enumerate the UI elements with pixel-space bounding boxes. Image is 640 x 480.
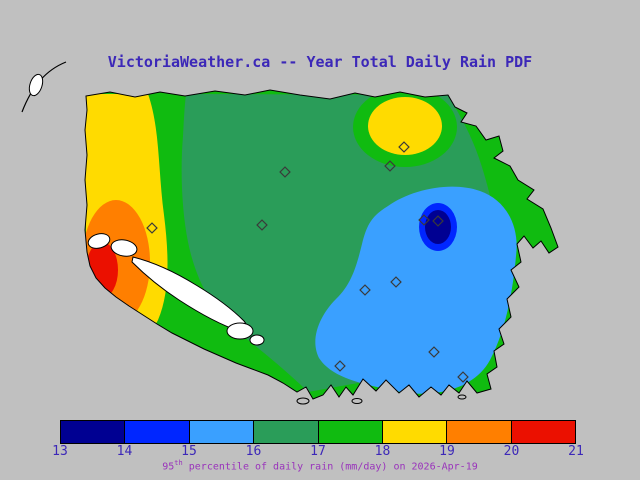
colorbar-segment-15-16 [189,421,255,443]
lake-2 [249,334,265,346]
station-marker [457,371,469,383]
contour-region-13-14-east [425,210,451,244]
caption-rest: percentile of daily rain (mm/day) on 202… [182,461,478,473]
inlet-west-1 [87,233,111,249]
colorbar-tick-16: 16 [245,444,262,459]
station-marker [432,215,444,227]
colorbar-tick-18: 18 [374,444,391,459]
inlet-west-2 [110,239,138,257]
station-marker [398,141,410,153]
caption: 95th percentile of daily rain (mm/day) o… [0,459,640,472]
station-marker [334,360,346,372]
map-title: VictoriaWeather.ca -- Year Total Daily R… [107,53,533,71]
colorbar-segment-16-17 [254,421,319,443]
station-marker [359,284,371,296]
station-markers [146,141,469,383]
colorbar-tick-13: 13 [52,444,68,459]
island-south-3 [457,394,467,400]
colorbar-tick-17: 17 [310,444,326,459]
colorbar-tick-21: 21 [568,444,584,459]
station-marker [146,222,158,234]
lake-1 [226,322,254,340]
colorbar-tick-20: 20 [503,444,520,459]
colorbar-segment-18-19 [382,421,448,443]
island-south-2 [351,398,363,404]
contour-region-18-19-north [368,97,442,155]
colorbar-tick-15: 15 [181,444,197,459]
contour-region-15-16 [315,186,517,394]
colorbar-ticks: 13 14 15 16 17 18 19 20 21 [52,444,584,459]
colorbar-tick-19: 19 [439,444,455,459]
colorbar-segment-13-14 [61,421,126,443]
station-marker [384,160,396,172]
station-marker [279,166,291,178]
station-marker [428,346,440,358]
colorbar-segment-14-15 [125,421,190,443]
colorbar [60,420,576,444]
colorbar-segment-19-20 [447,421,512,443]
coastline [84,89,559,400]
station-marker [418,214,430,226]
station-marker [256,219,268,231]
colorbar-tick-14: 14 [116,444,133,459]
caption-sup: th [174,459,183,467]
northwest-lake [28,73,44,97]
caption-value: 95 [162,461,175,473]
station-marker [390,276,402,288]
colorbar-segment-17-18 [318,421,383,443]
island-south-1 [296,397,310,405]
colorbar-segment-20-21 [511,421,575,443]
